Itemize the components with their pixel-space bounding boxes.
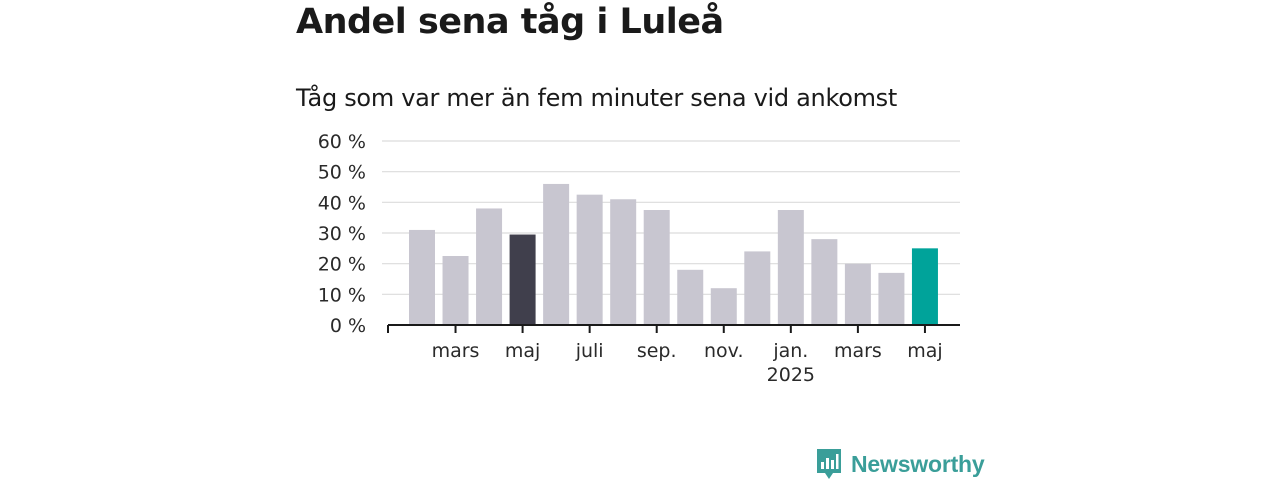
- bar: [476, 208, 503, 325]
- chart-subtitle: Tåg som var mer än fem minuter sena vid …: [296, 84, 897, 112]
- y-tick-label: 0 %: [330, 315, 366, 337]
- x-tick-sublabel: 2025: [767, 364, 815, 386]
- bar: [677, 269, 704, 325]
- y-tick-label: 20 %: [318, 254, 366, 276]
- bar: [911, 248, 938, 325]
- bar: [509, 234, 536, 325]
- bar-chart: 0 % 10 % 20 % 30 % 40 % 50 % 60 % mars maj juli s…: [318, 131, 960, 386]
- x-tick-label: sep.: [637, 340, 677, 362]
- bar: [576, 194, 603, 325]
- bar: [744, 251, 771, 325]
- newsworthy-logo-icon: [817, 449, 841, 479]
- chart-title: Andel sena tåg i Luleå: [296, 2, 724, 42]
- y-axis: 0 % 10 % 20 % 30 % 40 % 50 % 60 %: [318, 131, 366, 337]
- bar: [811, 239, 838, 325]
- bar: [777, 210, 804, 325]
- bar: [643, 210, 670, 325]
- x-tick-label: jan.: [772, 340, 808, 362]
- bar: [844, 263, 871, 325]
- y-tick-label: 50 %: [318, 162, 366, 184]
- brand-name: Newsworthy: [851, 450, 985, 477]
- bar: [878, 272, 905, 325]
- x-tick-label: maj: [907, 340, 942, 362]
- bar: [610, 199, 637, 325]
- brand-logo: Newsworthy: [815, 447, 985, 481]
- bar: [710, 288, 737, 325]
- bar: [543, 183, 570, 325]
- x-tick-label: maj: [505, 340, 540, 362]
- bar: [442, 256, 469, 325]
- bars: [409, 183, 938, 325]
- grid-lines: [382, 140, 960, 295]
- y-tick-label: 60 %: [318, 131, 366, 153]
- x-tick-label: nov.: [704, 340, 743, 362]
- y-tick-label: 30 %: [318, 223, 366, 245]
- x-axis: mars maj juli sep. nov. jan.2025 mars maj: [387, 324, 960, 386]
- x-tick-label: mars: [834, 340, 882, 362]
- x-tick-label: mars: [432, 340, 480, 362]
- x-tick-label: juli: [575, 340, 604, 362]
- y-tick-label: 40 %: [318, 192, 366, 214]
- y-tick-label: 10 %: [318, 284, 366, 306]
- bar: [409, 229, 435, 325]
